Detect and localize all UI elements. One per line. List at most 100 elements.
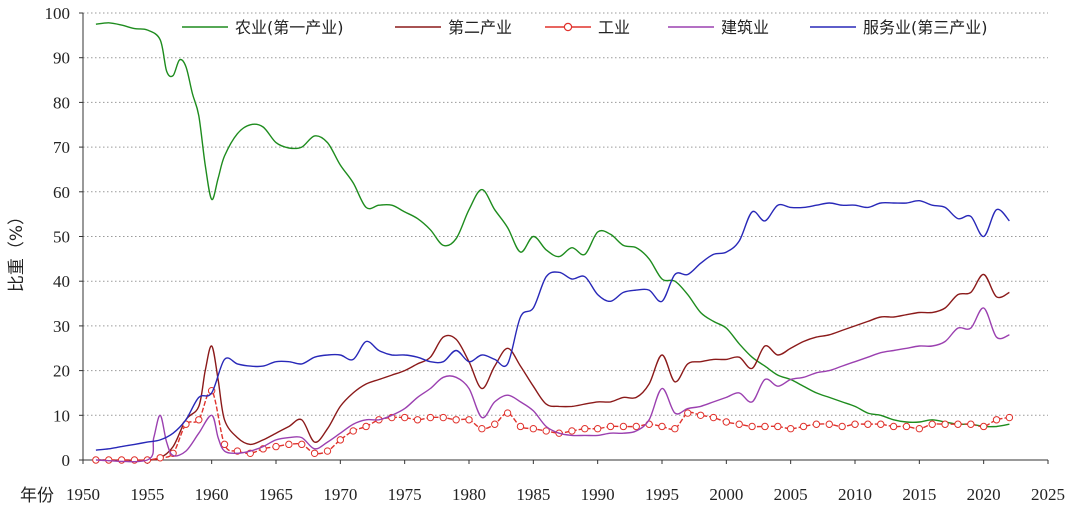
series-2 bbox=[92, 387, 1014, 464]
data-point bbox=[812, 420, 821, 428]
data-point bbox=[851, 420, 859, 428]
data-point bbox=[285, 440, 293, 449]
data-point bbox=[722, 418, 731, 426]
data-point bbox=[426, 413, 435, 422]
data-point bbox=[503, 409, 512, 417]
data-point bbox=[902, 422, 911, 431]
legend-item: 服务业(第三产业) bbox=[810, 18, 988, 37]
data-point bbox=[413, 416, 422, 424]
series-line bbox=[95, 307, 1010, 463]
data-point bbox=[825, 420, 833, 428]
legend: 农业(第一产业) 第二产业 工业 建筑业 服务业(第三产业) bbox=[182, 18, 988, 37]
y-axis-label: 比重（%） bbox=[7, 208, 27, 292]
series-line bbox=[95, 22, 1010, 428]
data-point bbox=[877, 420, 885, 428]
data-point bbox=[735, 420, 743, 428]
data-point bbox=[632, 422, 640, 431]
legend-label: 工业 bbox=[598, 18, 630, 37]
data-point bbox=[671, 425, 679, 433]
data-point bbox=[967, 420, 975, 428]
x-tick-label: 2025 bbox=[1031, 485, 1065, 504]
legend-label: 第二产业 bbox=[448, 18, 512, 37]
data-point bbox=[272, 442, 280, 451]
data-point bbox=[992, 416, 1001, 424]
legend-item: 农业(第一产业) bbox=[182, 18, 344, 37]
data-point bbox=[323, 447, 332, 455]
x-tick-label: 2015 bbox=[902, 485, 936, 504]
data-point bbox=[516, 422, 525, 431]
x-tick-label: 1975 bbox=[388, 485, 422, 504]
series-lines bbox=[92, 22, 1014, 464]
data-point bbox=[761, 422, 769, 431]
x-tick-label: 1955 bbox=[130, 485, 164, 504]
data-point bbox=[220, 440, 229, 449]
y-tick-label: 50 bbox=[53, 228, 70, 247]
legend-label: 农业(第一产业) bbox=[235, 18, 344, 37]
data-point bbox=[349, 427, 357, 435]
gridlines bbox=[83, 12, 1048, 416]
y-tick-label: 40 bbox=[53, 272, 70, 291]
data-point bbox=[542, 427, 550, 435]
y-tick-label: 20 bbox=[53, 362, 70, 381]
data-point bbox=[156, 454, 164, 462]
data-point bbox=[606, 422, 615, 431]
data-point bbox=[310, 449, 319, 457]
series-4 bbox=[95, 199, 1010, 451]
y-tick-label: 60 bbox=[53, 183, 70, 202]
data-point bbox=[465, 416, 473, 424]
data-point bbox=[979, 422, 988, 431]
data-point bbox=[400, 413, 409, 422]
data-point bbox=[439, 413, 447, 422]
series-line bbox=[95, 273, 1010, 461]
data-point bbox=[915, 425, 924, 433]
data-point bbox=[786, 425, 795, 433]
data-point bbox=[1005, 413, 1014, 422]
data-point bbox=[838, 422, 846, 431]
data-point bbox=[954, 420, 962, 428]
data-point bbox=[478, 425, 486, 433]
x-tick-label: 1980 bbox=[452, 485, 486, 504]
x-tick-label: 2005 bbox=[774, 485, 808, 504]
legend-item: 建筑业 bbox=[668, 18, 769, 37]
legend-label: 服务业(第三产业) bbox=[863, 18, 988, 37]
x-tick-label: 1950 bbox=[66, 485, 100, 504]
series-line bbox=[95, 199, 1010, 451]
x-tick-label: 2010 bbox=[838, 485, 872, 504]
x-tick-label: 2020 bbox=[967, 485, 1001, 504]
data-point bbox=[864, 420, 872, 428]
legend-item: 工业 bbox=[545, 18, 630, 37]
data-point bbox=[684, 409, 692, 417]
series-0 bbox=[95, 22, 1010, 428]
x-tick-label: 2000 bbox=[709, 485, 743, 504]
data-point bbox=[581, 425, 589, 433]
data-point bbox=[362, 422, 370, 431]
y-tick-label: 100 bbox=[45, 4, 71, 23]
data-point bbox=[298, 440, 306, 449]
data-point bbox=[799, 422, 808, 431]
data-point bbox=[889, 422, 898, 431]
data-point bbox=[491, 420, 499, 428]
y-axis-ticks: 0 10 20 30 40 50 60 70 80 90 100 bbox=[45, 4, 83, 470]
y-tick-label: 30 bbox=[53, 317, 70, 336]
legend-item: 第二产业 bbox=[395, 18, 512, 37]
data-point bbox=[529, 425, 538, 433]
data-point bbox=[336, 436, 345, 444]
series-3 bbox=[95, 307, 1010, 463]
data-point bbox=[748, 422, 756, 431]
legend-marker bbox=[563, 22, 573, 32]
data-point bbox=[568, 427, 576, 435]
x-tick-label: 1985 bbox=[516, 485, 550, 504]
legend-label: 建筑业 bbox=[721, 18, 769, 37]
y-tick-label: 0 bbox=[62, 451, 71, 470]
data-point bbox=[452, 416, 460, 424]
data-point bbox=[130, 456, 139, 464]
x-tick-label: 1970 bbox=[323, 485, 357, 504]
data-point bbox=[696, 411, 705, 419]
y-tick-label: 70 bbox=[53, 138, 70, 157]
data-point bbox=[195, 416, 203, 424]
x-tick-label: 1990 bbox=[581, 485, 615, 504]
y-tick-label: 10 bbox=[53, 406, 70, 425]
data-point bbox=[774, 422, 782, 431]
x-tick-label: 1960 bbox=[195, 485, 229, 504]
